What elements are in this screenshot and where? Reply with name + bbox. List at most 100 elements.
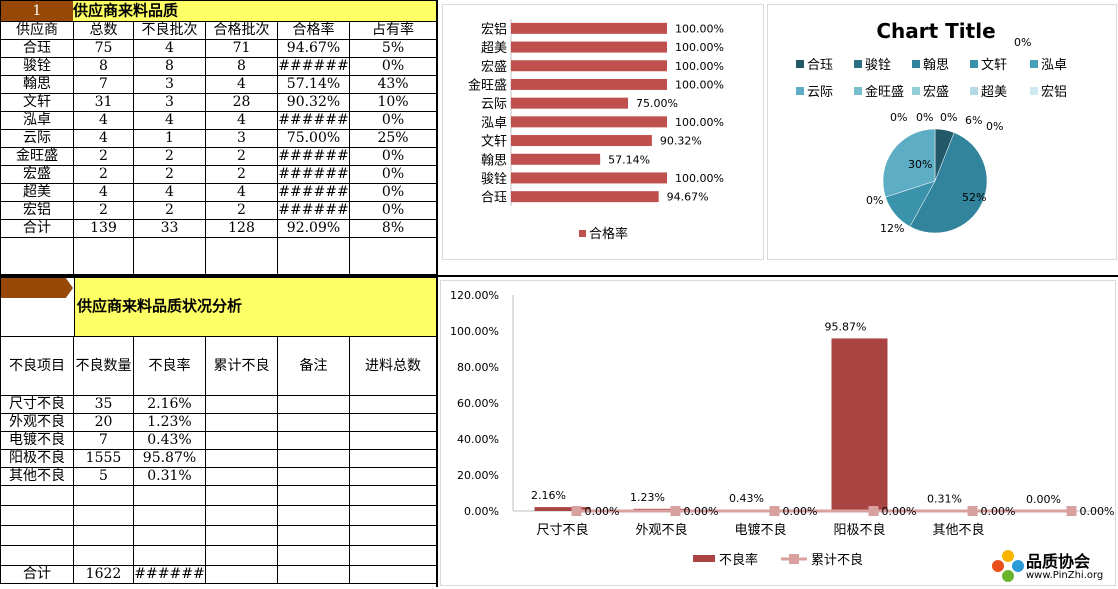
legend-label: 超美: [981, 85, 1007, 100]
table1-empty-row-cell: [73, 237, 134, 275]
table2-row-cell: [277, 449, 350, 468]
table2-row-cell: 1.23%: [133, 413, 206, 432]
table2-empty-row-cell: [205, 485, 278, 506]
x-category-label: 电镀不良: [734, 522, 786, 538]
table2-total-row-cell: ######: [133, 565, 206, 584]
bar-value-label: 0.31%: [927, 492, 962, 505]
table1-total-row: 合计 139 33 128 92.09% 8%: [0, 219, 438, 238]
table1-row-cell: 2: [205, 147, 278, 166]
table2-empty-row: [0, 485, 438, 506]
table2-row-cell: 电镀不良: [0, 431, 74, 450]
table1-row-cell: 75: [73, 39, 134, 58]
logo-url: www.PinZhi.org: [1026, 570, 1104, 581]
table2-row: 尺寸不良 35 2.16%: [0, 395, 438, 414]
table1-row-cell: 0%: [348, 111, 438, 130]
x-category-label: 尺寸不良: [536, 522, 588, 538]
legend-swatch: [912, 87, 920, 95]
table2-empty-row-cell: [277, 525, 350, 546]
table2-title: 供应商来料品质状况分析: [77, 297, 243, 315]
table1-total-row-cell: 92.09%: [277, 219, 350, 238]
table1-row-cell: 90.32%: [277, 93, 350, 112]
table2-total-row-cell: 1622: [73, 565, 134, 584]
table2-row-cell: 其他不良: [0, 467, 74, 486]
bar-value-label: 100.00%: [675, 60, 724, 73]
table1-empty-row-cell: [133, 237, 206, 275]
table1-row: 翰思 7 3 4 57.14% 43%: [0, 75, 438, 94]
table1-row-cell: 71: [205, 39, 278, 58]
table2-row-cell: [277, 431, 350, 450]
table1-row-cell: 10%: [348, 93, 438, 112]
table2-empty-row-cell: [73, 525, 134, 546]
bar-value-label: 95.87%: [825, 320, 867, 333]
table2-empty-row-cell: [133, 545, 206, 566]
table1-row-cell: 0%: [348, 183, 438, 202]
table1-row-cell: ######: [277, 147, 350, 166]
pie-title: Chart Title: [876, 19, 995, 43]
table2-row-cell: 0.31%: [133, 467, 206, 486]
table2-empty-row-cell: [205, 505, 278, 526]
table2-empty-row-cell: [0, 545, 74, 566]
table1-empty-row-cell: [0, 237, 74, 275]
table2-total-row-cell: [277, 565, 350, 584]
pie-data-label: 0%: [940, 111, 957, 124]
legend-label: 宏铝: [1041, 85, 1067, 100]
horizontal-divider: [0, 275, 1118, 277]
table1-row-cell: 25%: [348, 129, 438, 148]
table1-row-cell: ######: [277, 111, 350, 130]
table2-row-cell: [348, 467, 438, 486]
pass-rate-chart: 宏铝 100.00% 超美 100.00% 宏盛 100.00% 金旺盛 100.00% 云际 7…: [468, 19, 724, 242]
line-value-label: 0.00%: [1080, 505, 1115, 518]
table2-row-cell: [277, 413, 350, 432]
table1-row-cell: 2: [73, 201, 134, 220]
bar-value-label: 1.23%: [630, 491, 665, 504]
table1-row: 骏铨 8 8 8 ###### 0%: [0, 57, 438, 76]
table1-row-cell: 翰思: [0, 75, 74, 94]
category-label: 泓卓: [481, 116, 507, 131]
table2-row-cell: 2.16%: [133, 395, 206, 414]
table2-total-row-cell: [205, 565, 278, 584]
table2-header-cell: 不良数量: [73, 336, 134, 396]
pass-rate-bar: [511, 135, 652, 147]
y-tick-label: 20.00%: [457, 469, 499, 482]
category-label: 合珏: [481, 191, 507, 206]
table2-row-cell: [348, 449, 438, 468]
legend-marker: [789, 554, 799, 564]
table2-row-cell: 95.87%: [133, 449, 206, 468]
share-pie-chart-panel: Chart Title 0% 合珏 骏铨 翰思 文轩 泓卓 云际 金旺盛 宏盛 超美 宏铝 6% 0% 52…: [767, 4, 1117, 260]
pass-rate-bar: [511, 97, 628, 109]
table1-header-cell: 占有率: [348, 21, 438, 40]
bar-value-label: 94.67%: [667, 191, 709, 204]
table2-row-cell: 外观不良: [0, 413, 74, 432]
bar-value-label: 0.43%: [729, 492, 764, 505]
defect-rate-chart-panel: 0.00% 20.00% 40.00% 60.00% 80.00% 100.00% 120.…: [440, 280, 1116, 586]
table1-row-cell: 28: [205, 93, 278, 112]
y-tick-label: 100.00%: [450, 325, 499, 338]
bar-value-label: 0.00%: [1026, 493, 1061, 506]
table1-row-cell: 3: [205, 129, 278, 148]
table2-row: 其他不良 5 0.31%: [0, 467, 438, 486]
legend-label: 合格率: [589, 226, 628, 242]
bar-value-label: 57.14%: [608, 153, 650, 166]
table1-row-cell: 2: [133, 165, 206, 184]
table1-row-cell: 4: [205, 111, 278, 130]
table2-row-cell: 35: [73, 395, 134, 414]
table2-empty-row-cell: [133, 505, 206, 526]
legend-label: 翰思: [923, 58, 949, 73]
line-value-label: 0.00%: [684, 505, 719, 518]
logo-flower-icon: [992, 550, 1024, 582]
table1-header: 供应商 总数 不良批次 合格批次 合格率 占有率: [0, 21, 438, 40]
table1-row-cell: 文轩: [0, 93, 74, 112]
legend-label: 不良率: [719, 552, 758, 568]
table1-row-cell: 0%: [348, 201, 438, 220]
line-value-label: 0.00%: [981, 505, 1016, 518]
table1-row-cell: 2: [133, 147, 206, 166]
pass-rate-bar: [511, 22, 667, 34]
legend-swatch: [970, 60, 978, 68]
category-label: 宏铝: [481, 22, 507, 37]
table2-row-cell: [205, 395, 278, 414]
table1-row-cell: 2: [205, 165, 278, 184]
bar-value-label: 75.00%: [636, 97, 678, 110]
table2-empty-row-cell: [0, 525, 74, 546]
table1-total-row-cell: 33: [133, 219, 206, 238]
table2-row-cell: 尺寸不良: [0, 395, 74, 414]
